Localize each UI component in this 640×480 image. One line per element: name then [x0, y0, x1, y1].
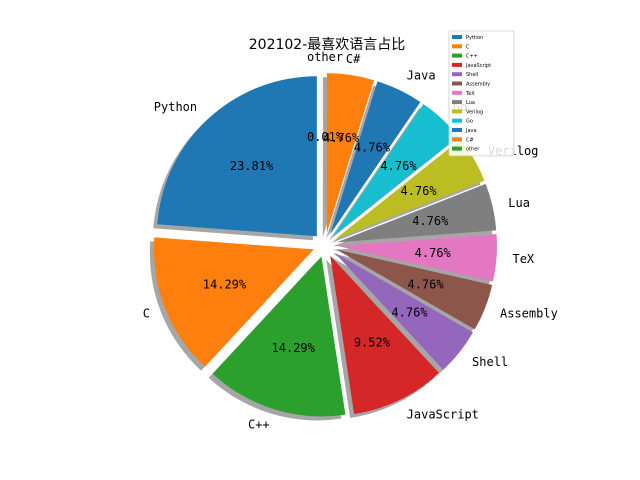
slice-label-lua: Lua [508, 196, 530, 210]
percent-label-c: 14.29% [203, 277, 247, 291]
slice-percent-labels: 23.81%14.29%14.29% 9.52%4.76%4.76%4.76%4.… [203, 130, 452, 355]
slice-tex [336, 233, 497, 282]
percent-label-python: 23.81% [230, 159, 274, 173]
legend-label-shell: Shell [466, 72, 478, 78]
slice-verilog [335, 139, 485, 240]
legend-label-lua: Lua [466, 100, 475, 106]
legend-swatch-python [452, 35, 462, 39]
slice-label-csharp: C# [346, 52, 361, 66]
slice-assembly [336, 249, 493, 330]
percent-label-verilog: 4.76% [400, 184, 437, 198]
legend-swatch-csharp [452, 137, 462, 142]
legend-swatch-lua [452, 100, 462, 105]
legend-label-verilog: Verilog [466, 109, 483, 115]
slice-label-c: C [143, 307, 150, 321]
legend-label-python: Python [466, 35, 483, 41]
percent-label-shell: 4.76% [391, 305, 428, 319]
slice-label-cpp: C++ [248, 418, 270, 432]
legend-label-java: Java [465, 128, 477, 134]
slice-label-javascript: JavaScript [407, 407, 479, 421]
slice-label-other: other [307, 50, 343, 64]
pie-slices [153, 73, 497, 417]
legend-swatch-shell [452, 72, 462, 77]
slice-label-shell: Shell [472, 355, 508, 369]
percent-label-javascript: 9.52% [354, 335, 391, 349]
legend-label-cpp: C++ [466, 54, 478, 60]
percent-label-csharp: 4.76% [323, 131, 360, 145]
slice-java [330, 81, 421, 235]
legend-box [448, 30, 515, 157]
chart-title: 202102-最喜欢语言占比 [249, 37, 406, 53]
slice-cpp [212, 256, 346, 417]
legend-label-assembly: Assembly [466, 82, 490, 88]
percent-label-other: 0.01% [307, 130, 344, 144]
slice-csharp [326, 73, 375, 234]
legend-label-c: C [466, 44, 470, 50]
legend-swatch-assembly [452, 81, 462, 86]
slice-python [157, 76, 317, 237]
percent-label-go: 4.76% [380, 159, 417, 173]
legend-label-other: other [466, 147, 480, 153]
legend-label-tex: TeX [465, 91, 475, 97]
slice-label-python: Python [154, 100, 197, 114]
legend: Python C C++ JavaScript Shell Assembly TeX Lua V… [448, 30, 515, 157]
legend-swatch-java [452, 128, 462, 132]
legend-swatch-javascript [452, 62, 462, 67]
legend-swatch-c [452, 44, 462, 49]
slice-lua [336, 183, 497, 243]
slice-label-assembly: Assembly [500, 307, 558, 321]
percent-label-assembly: 4.76% [407, 277, 444, 291]
legend-swatch-other [452, 146, 462, 151]
percent-label-java: 4.76% [354, 141, 391, 155]
percent-label-cpp: 14.29% [272, 341, 316, 355]
slice-label-java: Java [407, 69, 436, 83]
slice-go [333, 104, 459, 237]
percent-label-lua: 4.76% [412, 214, 449, 228]
slice-c [153, 237, 314, 367]
legend-swatch-tex [452, 90, 462, 95]
slice-javascript [330, 255, 440, 415]
legend-label-csharp: C# [466, 137, 474, 143]
percent-label-tex: 4.76% [415, 246, 452, 260]
slice-label-tex: TeX [512, 252, 534, 266]
legend-label-go: Go [466, 119, 473, 125]
slice-shell [334, 252, 473, 370]
legend-swatch-cpp [452, 53, 462, 58]
legend-swatch-go [452, 118, 462, 123]
legend-swatch-verilog [452, 109, 462, 114]
legend-label-javascript: JavaScript [465, 63, 491, 69]
